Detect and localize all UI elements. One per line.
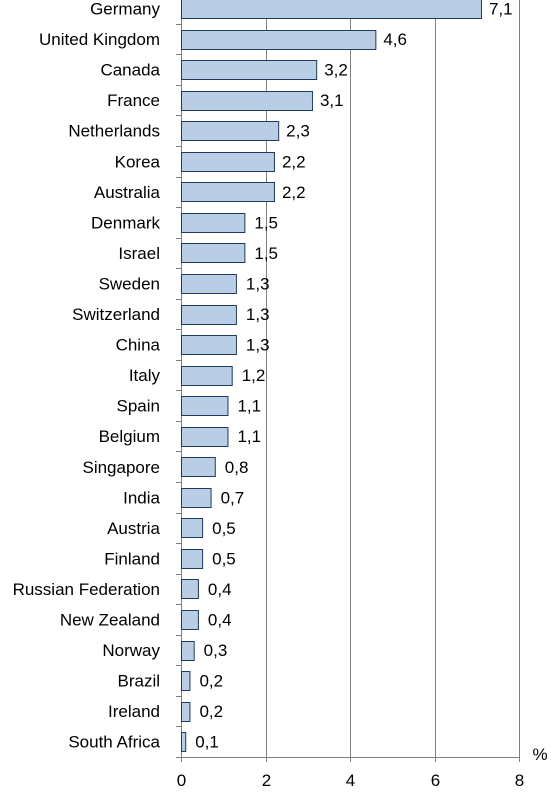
category-label: Russian Federation: [13, 580, 160, 599]
category-label: Canada: [100, 61, 160, 80]
value-label: 2,3: [286, 122, 310, 141]
category-label: China: [116, 336, 161, 355]
category-label: Netherlands: [68, 122, 160, 141]
bar: [181, 518, 204, 538]
bar: [181, 121, 280, 141]
value-label: 0,8: [225, 458, 249, 477]
category-label: Germany: [90, 0, 160, 19]
category-label: Switzerland: [72, 305, 160, 324]
x-tick-label: 2: [262, 771, 271, 790]
value-label: 1,5: [254, 213, 278, 232]
value-label: 1,3: [246, 274, 270, 293]
bar: [181, 213, 246, 233]
bar: [181, 488, 212, 508]
value-label: 1,3: [246, 336, 270, 355]
bar: [181, 732, 187, 752]
category-label: Sweden: [99, 274, 160, 293]
x-tick-label: 6: [431, 771, 440, 790]
value-label: 1,3: [246, 305, 270, 324]
value-label: 1,2: [242, 366, 266, 385]
category-label: Brazil: [117, 672, 160, 691]
x-unit-label: %: [532, 745, 547, 764]
value-label: 1,1: [237, 397, 261, 416]
value-label: 7,1: [489, 0, 513, 19]
category-label: Spain: [117, 397, 160, 416]
bar: [181, 305, 237, 325]
bar: [181, 243, 246, 263]
category-label: Australia: [94, 183, 161, 202]
bar: [181, 30, 377, 50]
category-label: Italy: [129, 366, 161, 385]
value-label: 2,2: [282, 183, 306, 202]
category-labels: Germany United Kingdom Canada France Netherl…: [13, 0, 161, 752]
category-label: Singapore: [82, 458, 160, 477]
value-label: 0,7: [221, 488, 245, 507]
bar: [181, 396, 229, 416]
x-tick-label: 8: [515, 771, 524, 790]
value-label: 1,5: [254, 244, 278, 263]
value-label: 0,5: [212, 549, 236, 568]
category-label: Ireland: [108, 702, 160, 721]
category-label: Korea: [115, 152, 161, 171]
bar: [181, 427, 229, 447]
category-label: Finland: [104, 549, 160, 568]
bar: [181, 91, 313, 111]
value-label: 0,2: [199, 672, 223, 691]
category-label: Israel: [118, 244, 160, 263]
x-tick-label: 4: [346, 771, 355, 790]
bar: [181, 366, 233, 386]
value-label: 2,2: [282, 152, 306, 171]
value-label: 4,6: [383, 30, 407, 49]
x-tick-labels: 0 2 4 6 8: [177, 771, 524, 790]
category-label: South Africa: [68, 733, 160, 752]
value-label: 0,4: [208, 611, 232, 630]
bar: [181, 641, 195, 661]
value-label: 1,1: [237, 427, 261, 446]
bar: [181, 0, 482, 19]
category-label: Austria: [107, 519, 160, 538]
category-label: Norway: [102, 641, 160, 660]
bar: [181, 549, 204, 569]
value-label: 3,2: [324, 61, 348, 80]
category-label: India: [123, 488, 160, 507]
value-label: 0,4: [208, 580, 232, 599]
value-label: 0,1: [195, 733, 219, 752]
category-label: Denmark: [91, 213, 160, 232]
bar: [181, 457, 216, 477]
category-label: United Kingdom: [39, 30, 160, 49]
value-labels: 7,14,63,23,12,32,22,21,51,51,31,31,31,21…: [195, 0, 512, 752]
bar: [181, 182, 275, 202]
bar: [181, 335, 237, 355]
value-label: 0,3: [204, 641, 228, 660]
value-label: 3,1: [320, 91, 344, 110]
bar: [181, 579, 199, 599]
bar: [181, 60, 318, 80]
value-label: 0,2: [199, 702, 223, 721]
category-label: Belgium: [99, 427, 160, 446]
category-label: New Zealand: [60, 611, 160, 630]
bar: [181, 274, 237, 294]
bar: [181, 152, 275, 172]
category-label: France: [107, 91, 160, 110]
bar: [181, 610, 199, 630]
value-label: 0,5: [212, 519, 236, 538]
bars: [181, 0, 482, 752]
bar: [181, 702, 191, 722]
x-tick-label: 0: [177, 771, 186, 790]
bar: [181, 671, 191, 691]
